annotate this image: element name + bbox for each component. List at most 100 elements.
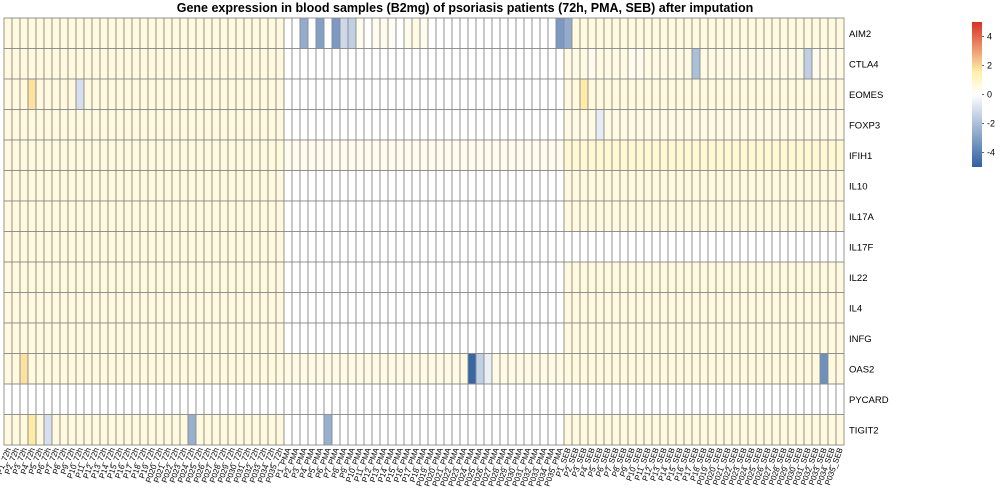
heatmap-cell — [27, 109, 37, 141]
heatmap-cell — [155, 139, 165, 171]
heatmap-cell — [779, 231, 789, 263]
heatmap-cell — [619, 322, 629, 354]
heatmap-cell — [259, 200, 269, 232]
heatmap-cell — [683, 48, 693, 80]
heatmap-cell — [123, 17, 133, 49]
heatmap-cell — [19, 139, 29, 171]
heatmap-cell — [59, 353, 69, 385]
heatmap-cell — [211, 139, 221, 171]
heatmap-cell — [171, 414, 181, 446]
heatmap-cell — [619, 414, 629, 446]
heatmap-cell — [251, 414, 261, 446]
heatmap-cell — [131, 139, 141, 171]
heatmap-cell — [203, 17, 213, 49]
heatmap-cell — [307, 322, 317, 354]
heatmap-cell — [203, 48, 213, 80]
heatmap-cell — [651, 261, 661, 293]
heatmap-cell — [155, 353, 165, 385]
heatmap-cell — [643, 109, 653, 141]
heatmap-cell — [259, 17, 269, 49]
heatmap-cell — [459, 48, 469, 80]
heatmap-cell — [691, 48, 701, 80]
heatmap-cell — [211, 261, 221, 293]
heatmap-cell — [115, 109, 125, 141]
heatmap-cell — [259, 292, 269, 324]
heatmap-cell — [707, 353, 717, 385]
heatmap-cell — [235, 170, 245, 202]
heatmap-cell — [555, 109, 565, 141]
heatmap-cell — [659, 170, 669, 202]
heatmap-cell — [507, 353, 517, 385]
heatmap-cell — [827, 231, 837, 263]
heatmap-cell — [107, 322, 117, 354]
heatmap-cell — [267, 292, 277, 324]
heatmap-cell — [603, 139, 613, 171]
heatmap-cell — [115, 353, 125, 385]
heatmap-cell — [707, 261, 717, 293]
heatmap-cell — [819, 109, 829, 141]
heatmap-cell — [115, 48, 125, 80]
heatmap-cell — [699, 414, 709, 446]
heatmap-cell — [107, 139, 117, 171]
heatmap-cell — [723, 231, 733, 263]
heatmap-cell — [427, 48, 437, 80]
heatmap-cell — [403, 261, 413, 293]
heatmap-cell — [163, 261, 173, 293]
heatmap-cell — [83, 48, 93, 80]
heatmap-cell — [163, 383, 173, 415]
heatmap-cell — [611, 353, 621, 385]
heatmap-cell — [595, 170, 605, 202]
heatmap-cell — [115, 78, 125, 110]
heatmap-cell — [563, 292, 573, 324]
heatmap-cell — [59, 292, 69, 324]
heatmap-cell — [555, 261, 565, 293]
heatmap-cell — [803, 139, 813, 171]
heatmap-cell — [755, 200, 765, 232]
heatmap-cell — [467, 383, 477, 415]
heatmap-cell — [779, 139, 789, 171]
heatmap-cell — [307, 78, 317, 110]
heatmap-cell — [355, 292, 365, 324]
heatmap-cell — [235, 78, 245, 110]
heatmap-cell — [3, 292, 13, 324]
heatmap-cell — [163, 170, 173, 202]
heatmap-cell — [539, 139, 549, 171]
heatmap-cell — [667, 231, 677, 263]
heatmap-cell — [259, 48, 269, 80]
heatmap-cell — [563, 200, 573, 232]
heatmap-cell — [491, 109, 501, 141]
heatmap-cell — [43, 292, 53, 324]
heatmap-cell — [675, 353, 685, 385]
heatmap-cell — [395, 292, 405, 324]
heatmap-cell — [707, 322, 717, 354]
heatmap-cell — [731, 292, 741, 324]
heatmap-cell — [211, 383, 221, 415]
heatmap-cell — [747, 383, 757, 415]
heatmap-cell — [139, 231, 149, 263]
heatmap-cell — [35, 200, 45, 232]
heatmap-cell — [91, 261, 101, 293]
heatmap-cell — [275, 200, 285, 232]
heatmap-cell — [771, 322, 781, 354]
heatmap-cell — [427, 109, 437, 141]
heatmap-cell — [483, 170, 493, 202]
heatmap-cell — [323, 261, 333, 293]
heatmap-cell — [683, 414, 693, 446]
heatmap-cell — [259, 353, 269, 385]
heatmap-cell — [707, 231, 717, 263]
heatmap-cell — [659, 353, 669, 385]
heatmap-cell — [475, 353, 485, 385]
heatmap-cell — [531, 414, 541, 446]
heatmap-cell — [27, 170, 37, 202]
heatmap-cell — [411, 48, 421, 80]
heatmap-cell — [683, 231, 693, 263]
heatmap-cell — [203, 200, 213, 232]
heatmap-cell — [739, 261, 749, 293]
heatmap-cell — [779, 322, 789, 354]
heatmap-cell — [731, 48, 741, 80]
row-label: OAS2 — [849, 364, 874, 375]
heatmap-cell — [387, 292, 397, 324]
heatmap-cell — [339, 231, 349, 263]
heatmap-cell — [595, 231, 605, 263]
heatmap-cell — [451, 322, 461, 354]
